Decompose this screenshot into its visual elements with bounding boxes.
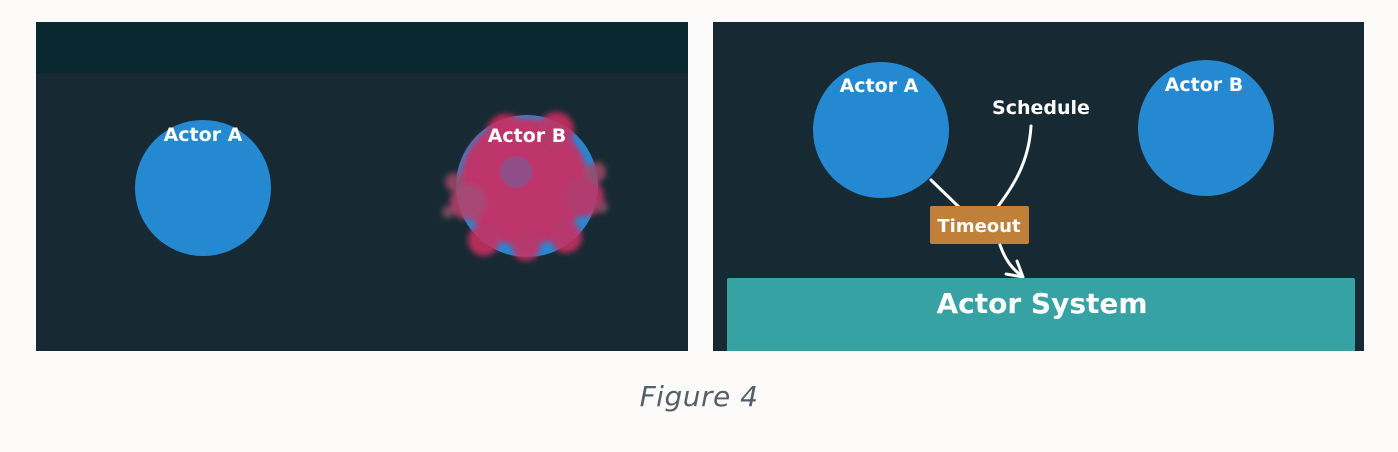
actor-system-label: Actor System <box>936 287 1147 320</box>
actor-b-circle <box>1138 60 1274 196</box>
left-diagram: Actor A Actor B <box>135 112 608 261</box>
timeout-box <box>930 206 1029 244</box>
actor-b-label: Actor B <box>1165 74 1244 96</box>
actor-system-bar <box>727 278 1355 351</box>
actor-a-circle <box>813 62 949 198</box>
actor-a-circle <box>135 120 271 256</box>
left-panel: Actor A Actor B <box>36 22 688 351</box>
right-panel: Actor A Actor B Schedule Timeout Actor S… <box>713 22 1364 351</box>
explosion-glint <box>500 156 532 188</box>
timeout-arrow-line <box>998 243 1024 278</box>
right-diagram: Actor A Actor B Schedule Timeout Actor S… <box>727 60 1355 351</box>
schedule-label: Schedule <box>992 97 1090 119</box>
figure-caption: Figure 4 <box>639 380 759 413</box>
actor-a-to-timeout-line <box>929 178 963 211</box>
actor-b-label: Actor B <box>488 125 567 147</box>
schedule-arrow-line <box>994 124 1033 211</box>
actor-a-label: Actor A <box>840 75 919 97</box>
actor-a-label: Actor A <box>164 124 243 146</box>
timeout-label: Timeout <box>937 216 1021 237</box>
timeout-arrow-head <box>1004 259 1025 279</box>
left-topbar <box>36 22 688 73</box>
explosion-effect <box>442 112 608 261</box>
